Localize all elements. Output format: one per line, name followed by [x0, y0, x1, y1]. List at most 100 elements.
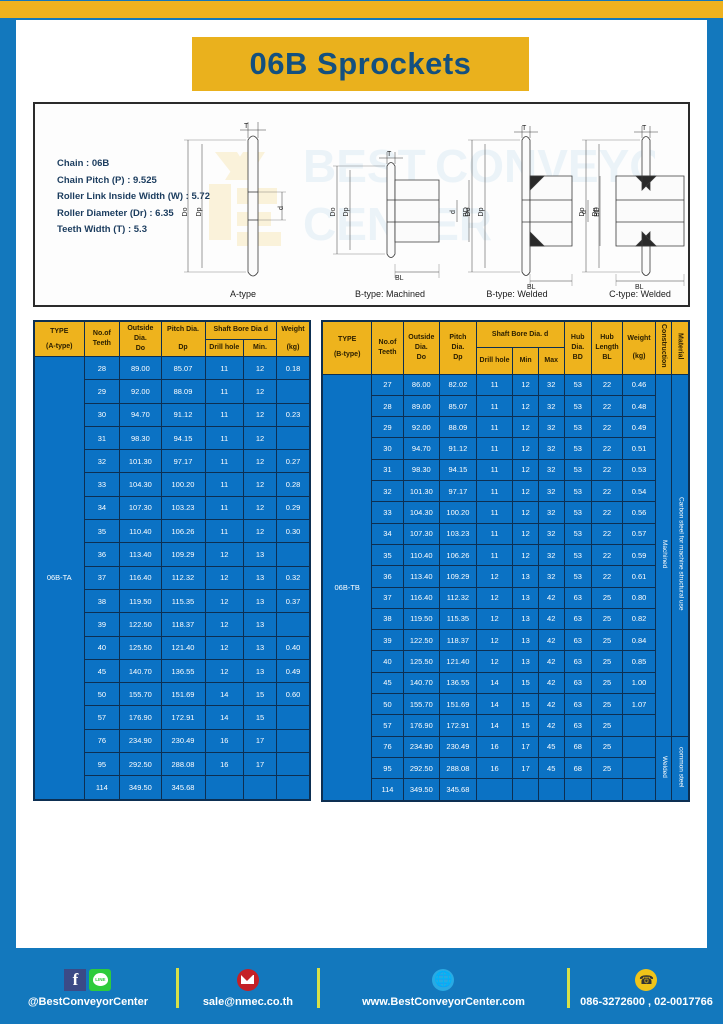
- cell-weight: [276, 705, 310, 730]
- cell-bore-max: 42: [537, 629, 565, 652]
- table-row: 38 119.50 115.35 12 13 0.37: [35, 588, 310, 614]
- cell-drill-hole: 11: [204, 355, 244, 381]
- cell-weight: 0.54: [622, 480, 656, 503]
- table-row: 28 89.00 85.07 11 12 32 53 22 0.48: [323, 394, 689, 418]
- cell-drill-hole: 12: [475, 650, 514, 673]
- cell-pitch-dia: 151.69: [160, 682, 206, 707]
- cell-teeth: 37: [371, 586, 404, 609]
- footer-social: f LINE @BestConveyorCenter: [0, 952, 176, 1024]
- social-handle-text[interactable]: @BestConveyorCenter: [27, 995, 148, 1008]
- cell-hub-length: 25: [590, 607, 624, 631]
- cell-weight: [622, 778, 656, 801]
- website-text[interactable]: www.BestConveyorCenter.com: [362, 995, 525, 1008]
- cell-drill-hole: 11: [475, 416, 514, 439]
- cell-teeth: 39: [83, 612, 121, 637]
- cell-teeth: 28: [371, 394, 404, 418]
- cell-outside-dia: 98.30: [402, 458, 441, 482]
- th-weight-a: Weight (kg): [276, 321, 310, 357]
- cell-weight: 0.18: [276, 355, 310, 381]
- cell-weight: [276, 379, 310, 404]
- th-drill-hole-a: Drill hole: [204, 338, 244, 357]
- cell-drill-hole: 11: [475, 501, 514, 524]
- cell-bore-min: 15: [243, 682, 277, 707]
- phone-text[interactable]: 086-3272600 , 02-0017766: [580, 995, 713, 1008]
- cell-outside-dia: 94.70: [402, 437, 441, 460]
- cell-outside-dia: 176.90: [402, 714, 441, 737]
- cell-weight: [276, 752, 310, 777]
- cell-drill-hole: 11: [475, 394, 514, 418]
- line-icon[interactable]: LINE: [89, 968, 112, 991]
- cell-drill-hole: 12: [204, 588, 244, 614]
- cell-outside-dia: 116.40: [119, 565, 162, 590]
- cell-outside-dia: 86.00: [402, 373, 441, 396]
- table-row: 45 140.70 136.55 14 15 42 63 25 1.00: [323, 671, 689, 695]
- svg-text:Dp: Dp: [478, 207, 485, 216]
- th-construction: Construction: [654, 321, 673, 375]
- cell-outside-dia: 125.50: [119, 635, 162, 660]
- mail-icon[interactable]: [236, 968, 259, 991]
- cell-teeth: 31: [83, 425, 121, 451]
- table-row: 40 125.50 121.40 12 13 42 63 25 0.85: [323, 650, 689, 673]
- cell-pitch-dia: 115.35: [160, 588, 206, 614]
- footer-divider-1: [175, 968, 179, 1008]
- cell-pitch-dia: 82.02: [439, 373, 477, 396]
- table-row: 76 234.90 230.49 16 17: [35, 728, 310, 754]
- cell-outside-dia: 92.00: [119, 379, 162, 404]
- cell-bore-max: 42: [537, 671, 565, 695]
- cell-outside-dia: 125.50: [402, 650, 441, 673]
- cell-bore-min: 12: [512, 501, 539, 524]
- cell-drill-hole: 11: [204, 402, 244, 427]
- th-pitch-dia-b: Pitch Dia. Dp: [439, 321, 477, 375]
- cell-pitch-dia: 151.69: [439, 693, 477, 716]
- cell-hub-length: 25: [590, 693, 624, 716]
- footer-phone: ☎ 086-3272600 , 02-0017766: [570, 952, 723, 1024]
- cell-bore-min: 12: [243, 449, 277, 474]
- caption-b-type-machined: B-type: Machined: [354, 289, 426, 299]
- cell-teeth: 35: [83, 519, 121, 544]
- cell-bore-min: 12: [512, 394, 539, 418]
- email-text[interactable]: sale@nmec.co.th: [202, 995, 294, 1008]
- th-shaft-bore-group-b: Shaft Bore Dia. d: [475, 320, 565, 349]
- svg-text:T: T: [522, 125, 527, 132]
- spec-chain: Chain : 06B: [57, 158, 110, 169]
- cell-teeth: 76: [371, 735, 404, 758]
- globe-icon[interactable]: 🌐: [432, 968, 455, 991]
- cell-outside-dia: 92.00: [402, 416, 441, 439]
- top-chevron-decoration: [0, 0, 723, 20]
- cell-weight: 0.61: [622, 565, 656, 588]
- cell-outside-dia: 104.30: [119, 472, 162, 497]
- cell-hub-dia: 63: [563, 650, 592, 673]
- cell-weight: 0.60: [276, 682, 310, 707]
- cell-bore-min: [512, 778, 539, 801]
- facebook-icon[interactable]: f: [64, 968, 87, 991]
- table-a-type: TYPE (A-type) No.of Teeth Outside Dia. D…: [33, 320, 311, 801]
- caption-c-type-welded: C-type: Welded: [609, 289, 671, 299]
- svg-text:Do: Do: [465, 207, 472, 216]
- cell-bore-min: 12: [243, 379, 277, 404]
- table-row: 30 94.70 91.12 11 12 0.23: [35, 402, 310, 427]
- svg-text:Do: Do: [330, 207, 337, 216]
- cell-teeth: 50: [371, 693, 404, 716]
- cell-pitch-dia: 103.23: [160, 495, 206, 521]
- cell-drill-hole: 16: [204, 728, 244, 754]
- cell-drill-hole: 11: [475, 437, 514, 460]
- svg-text:T: T: [387, 151, 392, 158]
- cell-teeth: 33: [83, 472, 121, 497]
- cell-teeth: 57: [371, 714, 404, 737]
- cell-bore-max: 32: [537, 373, 565, 396]
- cell-bore-min: 17: [512, 756, 539, 780]
- cell-weight: 0.32: [276, 565, 310, 590]
- cell-weight: [276, 775, 310, 800]
- cell-drill-hole: 14: [475, 714, 514, 737]
- material-text: common steel: [677, 746, 685, 788]
- cell-hub-length: 22: [590, 373, 624, 396]
- cell-drill-hole: 11: [475, 480, 514, 503]
- cell-bore-min: [243, 775, 277, 800]
- cell-hub-dia: 53: [563, 522, 592, 545]
- cell-teeth: 31: [371, 458, 404, 482]
- svg-text:d: d: [581, 210, 588, 214]
- phone-icon[interactable]: ☎: [635, 968, 658, 991]
- cell-bore-min: 12: [512, 458, 539, 482]
- cell-teeth: 76: [83, 728, 121, 754]
- cell-hub-dia: 53: [563, 480, 592, 503]
